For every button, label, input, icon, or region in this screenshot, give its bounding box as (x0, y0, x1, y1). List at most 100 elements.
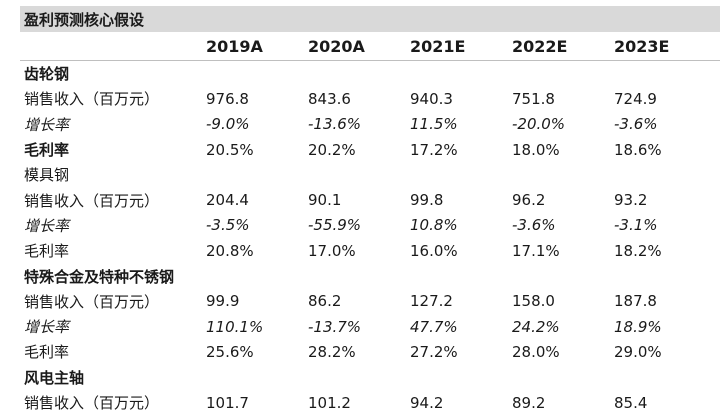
table-row: 增长率 110.1% -13.7% 47.7% 24.2% 18.9% (20, 314, 720, 339)
table-row: 增长率 -9.0% -13.6% 11.5% -20.0% -3.6% (20, 112, 720, 137)
row-value: 90.1 (308, 191, 342, 210)
row-value (202, 61, 304, 87)
row-value: -13.7% (308, 317, 362, 336)
row-value: 187.8 (614, 292, 657, 311)
row-value: 20.2% (308, 140, 356, 159)
row-label: 销售收入（百万元） (24, 90, 160, 109)
row-value: 18.2% (614, 241, 662, 260)
row-value (610, 162, 720, 187)
row-value: 17.2% (410, 140, 458, 159)
row-label: 特殊合金及特种不锈钢 (24, 267, 175, 286)
row-value: 976.8 (206, 89, 249, 108)
year-header: 2023E (610, 32, 720, 61)
row-value: -9.0% (206, 115, 250, 134)
year-header: 2020A (304, 32, 406, 61)
row-value: -3.1% (614, 216, 658, 235)
row-value: 94.2 (410, 393, 444, 412)
row-value: -20.0% (512, 115, 566, 134)
table-body: 2019A 2020A 2021E 2022E 2023E 齿轮钢销售收入（百万… (20, 32, 720, 415)
row-value (406, 61, 508, 87)
row-value (508, 162, 610, 187)
forecast-table: 2019A 2020A 2021E 2022E 2023E 齿轮钢销售收入（百万… (20, 32, 720, 415)
row-value: 17.0% (308, 241, 356, 260)
row-value (508, 365, 610, 390)
row-value: 93.2 (614, 191, 648, 210)
row-value (406, 162, 508, 187)
row-value: 89.2 (512, 393, 546, 412)
row-value: 110.1% (206, 317, 264, 336)
row-value: 28.2% (308, 342, 356, 361)
row-value: 47.7% (410, 317, 458, 336)
row-value: 940.3 (410, 89, 453, 108)
table-row: 销售收入（百万元） 976.8 843.6 940.3 751.8 724.9 (20, 86, 720, 111)
row-value: 11.5% (410, 115, 458, 134)
table-row: 毛利率 25.6% 28.2% 27.2% 28.0% 29.0% (20, 339, 720, 364)
row-value: 16.0% (410, 241, 458, 260)
row-label: 毛利率 (24, 242, 70, 261)
row-value: 27.2% (410, 342, 458, 361)
row-value: 843.6 (308, 89, 351, 108)
table-row: 毛利率 20.8% 17.0% 16.0% 17.1% 18.2% (20, 238, 720, 263)
table-row: 销售收入（百万元） 101.7 101.2 94.2 89.2 85.4 (20, 390, 720, 415)
row-value: 28.0% (512, 342, 560, 361)
year-header: 2019A (202, 32, 304, 61)
header-row: 2019A 2020A 2021E 2022E 2023E (20, 32, 720, 61)
row-value: 18.6% (614, 140, 662, 159)
row-value (202, 162, 304, 187)
table-row: 销售收入（百万元） 99.9 86.2 127.2 158.0 187.8 (20, 289, 720, 314)
row-value: -13.6% (308, 115, 362, 134)
row-value (508, 61, 610, 87)
table-row: 销售收入（百万元） 204.4 90.1 99.8 96.2 93.2 (20, 187, 720, 212)
row-value (202, 365, 304, 390)
row-label: 齿轮钢 (24, 65, 70, 84)
row-value (610, 365, 720, 390)
table-row: 特殊合金及特种不锈钢 (20, 263, 720, 288)
table-row: 毛利率 20.5% 20.2% 17.2% 18.0% 18.6% (20, 137, 720, 162)
row-label: 毛利率 (24, 141, 70, 160)
row-value (406, 263, 508, 288)
year-header: 2022E (508, 32, 610, 61)
row-value (508, 263, 610, 288)
row-value (406, 365, 508, 390)
row-value: 20.5% (206, 140, 254, 159)
year-header: 2021E (406, 32, 508, 61)
row-value (304, 365, 406, 390)
row-label: 模具钢 (24, 166, 70, 185)
row-value: -3.6% (512, 216, 556, 235)
row-value (610, 61, 720, 87)
table-row: 齿轮钢 (20, 61, 720, 87)
table-title: 盈利预测核心假设 (20, 6, 720, 32)
header-corner (20, 32, 202, 61)
row-value: 29.0% (614, 342, 662, 361)
row-value (610, 263, 720, 288)
row-label: 销售收入（百万元） (24, 292, 160, 311)
row-value: 751.8 (512, 89, 555, 108)
row-value: -55.9% (308, 216, 362, 235)
table-row: 模具钢 (20, 162, 720, 187)
table-row: 增长率 -3.5% -55.9% 10.8% -3.6% -3.1% (20, 213, 720, 238)
row-value (304, 162, 406, 187)
row-value: 99.8 (410, 191, 444, 210)
row-label: 销售收入（百万元） (24, 191, 160, 210)
row-value: 18.9% (614, 317, 662, 336)
row-label: 风电主轴 (24, 368, 85, 387)
row-value: -3.5% (206, 216, 250, 235)
row-value (304, 263, 406, 288)
row-value: 85.4 (614, 393, 648, 412)
row-label: 增长率 (24, 216, 70, 235)
row-value: 20.8% (206, 241, 254, 260)
row-value: 99.9 (206, 292, 240, 311)
row-value: 96.2 (512, 191, 546, 210)
row-value (304, 61, 406, 87)
row-value: 86.2 (308, 292, 342, 311)
row-label: 增长率 (24, 115, 70, 134)
table-row: 风电主轴 (20, 365, 720, 390)
row-value: 127.2 (410, 292, 453, 311)
row-label: 销售收入（百万元） (24, 394, 160, 412)
row-value: 25.6% (206, 342, 254, 361)
row-value: 17.1% (512, 241, 560, 260)
row-value: 724.9 (614, 89, 657, 108)
row-label: 毛利率 (24, 343, 70, 362)
row-value: 204.4 (206, 191, 249, 210)
row-label: 增长率 (24, 318, 70, 337)
